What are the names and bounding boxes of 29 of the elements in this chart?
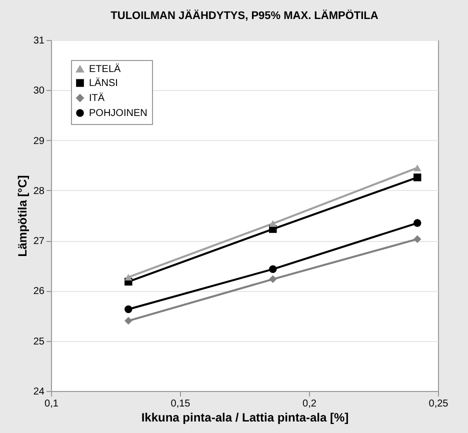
point — [124, 305, 132, 314]
y-tick-label: 30 — [33, 86, 45, 97]
legend-label: LÄNSI — [89, 77, 118, 89]
point — [269, 220, 277, 227]
point — [413, 219, 422, 227]
chart-title: TULOILMAN JÄÄHDYTYS, P95% MAX. LÄMPÖTILA — [110, 9, 378, 22]
y-tick-label: 25 — [33, 336, 45, 348]
legend-label: POHJOINEN — [89, 108, 148, 119]
point — [413, 164, 422, 172]
point — [269, 275, 277, 284]
x-tick-label: 0,25 — [428, 398, 449, 410]
x-tick-label: 0,1 — [44, 398, 59, 410]
y-tick-label: 27 — [33, 236, 45, 248]
x-tick-label: 0,2 — [302, 398, 317, 410]
y-tick-label: 29 — [33, 136, 45, 147]
y-tick-label: 31 — [33, 36, 45, 46]
y-tick-label: 28 — [33, 186, 45, 197]
point — [124, 274, 132, 281]
y-tick-label: 24 — [33, 386, 45, 398]
point — [413, 235, 422, 243]
point — [413, 174, 422, 182]
y-tick-label: 26 — [33, 286, 45, 298]
legend-label: ITÄ — [89, 92, 105, 104]
point — [124, 316, 132, 325]
legend-label: ETELÄ — [89, 63, 122, 75]
point — [269, 265, 277, 274]
y-axis-title: Lämpötila [°C] — [15, 175, 30, 257]
x-tick-label: 0,15 — [170, 398, 191, 410]
x-axis-title: Ikkuna pinta-ala / Lattia pinta-ala [%] — [141, 410, 349, 424]
